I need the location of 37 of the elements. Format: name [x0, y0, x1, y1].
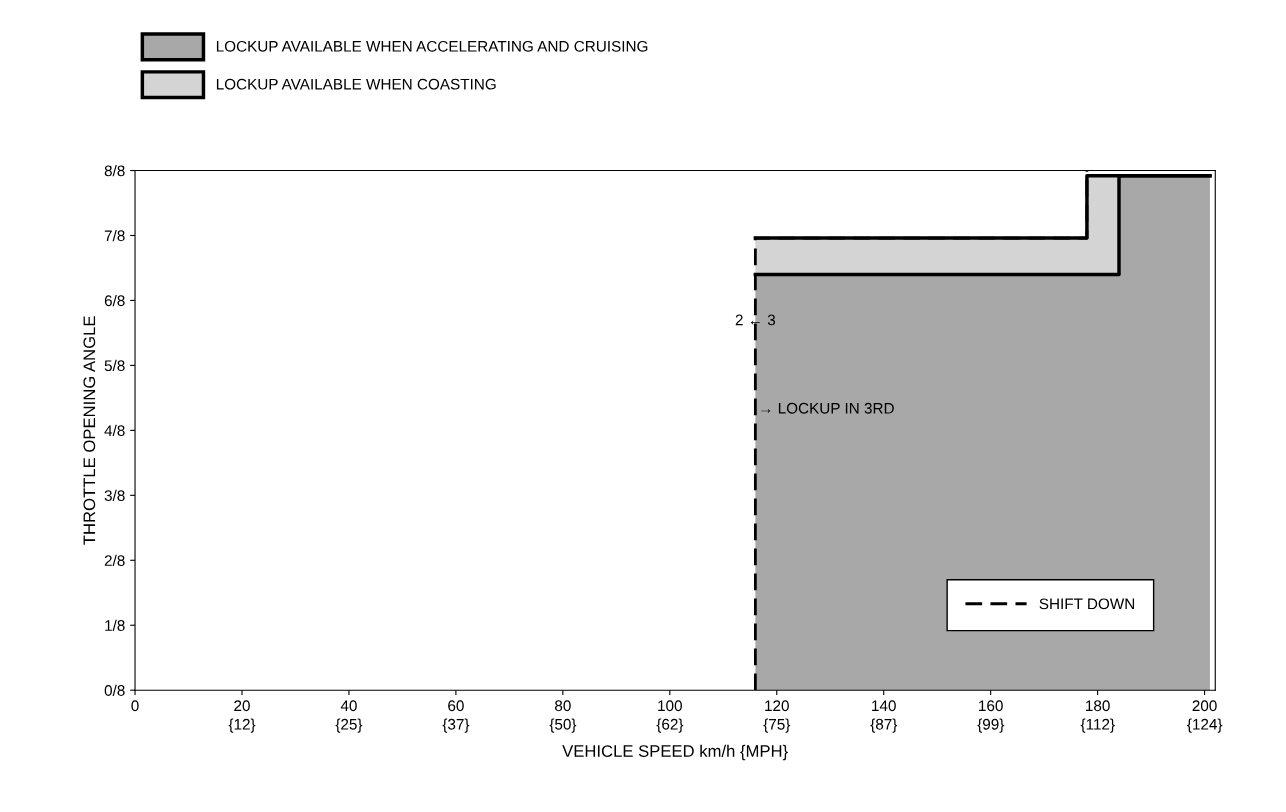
- x2-tick-label: {50}: [549, 718, 577, 733]
- x-tick-label: 140: [872, 700, 896, 712]
- x-tick-label: 0: [131, 700, 139, 712]
- x2-tick-label: {37}: [442, 718, 470, 733]
- y-tick-label: 3/8: [104, 489, 125, 502]
- y-tick-label: 6/8: [104, 294, 125, 307]
- x2-tick-label: {99}: [977, 718, 1005, 733]
- x2-tick-label: {75}: [763, 718, 791, 733]
- legend-label: LOCKUP AVAILABLE WHEN ACCELERATING AND CRUISING: [216, 40, 648, 52]
- x2-tick-label: {12}: [228, 718, 256, 733]
- x-tick-label: 20: [234, 700, 250, 712]
- x-tick-label: 100: [658, 700, 682, 712]
- x-tick-label: 200: [1192, 700, 1217, 712]
- legend-label: SHIFT DOWN: [1039, 598, 1135, 610]
- y-tick-label: 2/8: [104, 554, 125, 566]
- x-tick-label: 40: [340, 700, 357, 712]
- x2-tick-label: {124}: [1187, 718, 1223, 733]
- y-tick-label: 4/8: [104, 424, 125, 437]
- x2-tick-label: {62}: [656, 718, 684, 733]
- legend-label: LOCKUP AVAILABLE WHEN COASTING: [216, 78, 496, 90]
- x-tick-label: 120: [765, 700, 789, 712]
- y-tick-label: 8/8: [104, 164, 125, 177]
- y-tick-label: 7/8: [104, 229, 125, 242]
- x2-tick-label: {87}: [870, 718, 898, 733]
- x2-tick-label: {25}: [335, 718, 363, 733]
- x2-tick-label: {112}: [1080, 718, 1115, 733]
- y-tick-label: 0/8: [104, 684, 125, 696]
- annotation: → LOCKUP IN 3RD: [761, 402, 894, 414]
- y-tick-label: 1/8: [105, 619, 125, 631]
- x-tick-label: 60: [448, 700, 464, 712]
- x-tick-label: 180: [1086, 700, 1110, 712]
- y-axis-title: THROTTLE OPENING ANGLE: [83, 316, 96, 545]
- annotation: 2 ← 3: [735, 314, 776, 326]
- x-tick-label: 160: [979, 700, 1003, 712]
- x-axis-title: VEHICLE SPEED km/h {MPH}: [562, 744, 788, 761]
- y-tick-label: 5/8: [104, 359, 125, 372]
- x-tick-label: 80: [555, 700, 571, 712]
